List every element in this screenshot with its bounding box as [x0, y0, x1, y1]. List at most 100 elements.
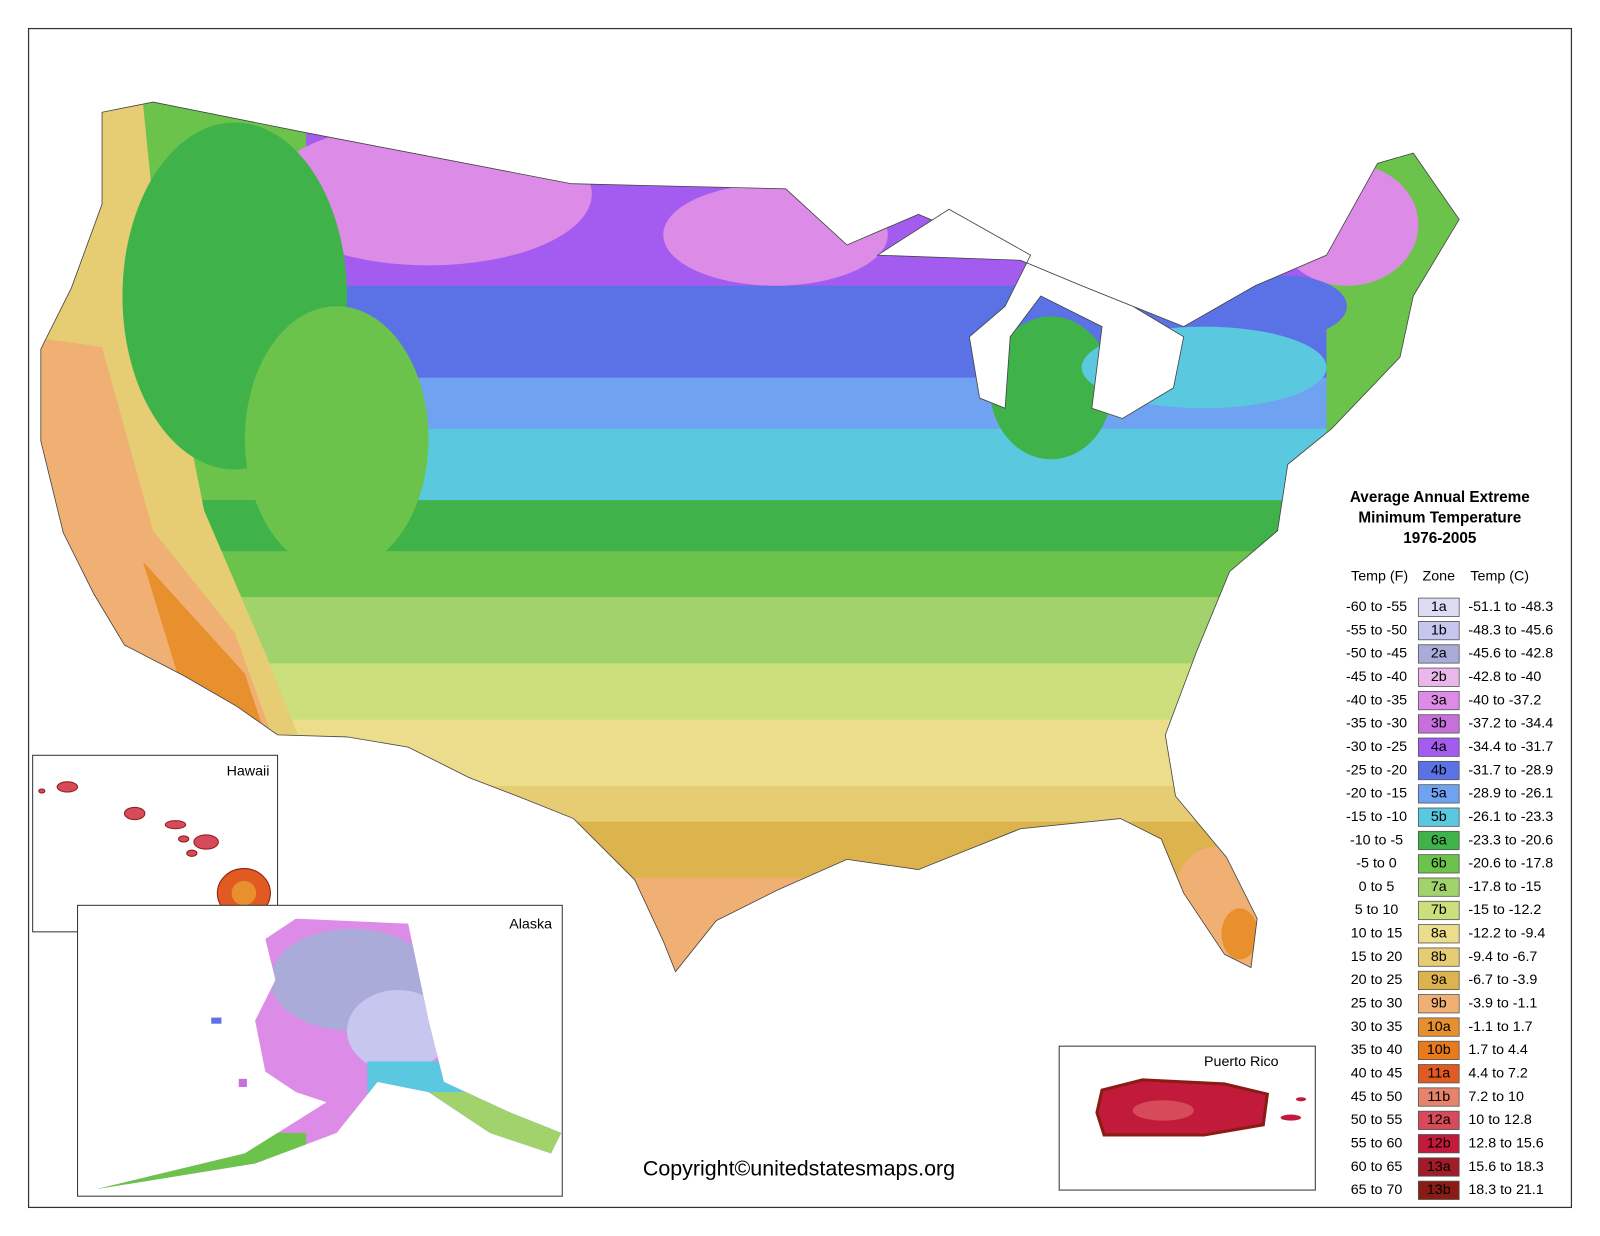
legend-temp-f: -35 to -30 [1346, 716, 1407, 732]
legend-swatch [1417, 877, 1460, 897]
legend-zone: 8a [1431, 926, 1447, 942]
legend-temp-f: -40 to -35 [1346, 692, 1407, 708]
puerto-rico-island [1280, 1114, 1302, 1121]
legend-swatch [1417, 807, 1460, 827]
legend-temp-c: -1.1 to 1.7 [1468, 1019, 1532, 1035]
legend-column-header: Temp (C) [1470, 568, 1529, 584]
legend-zone: 3b [1431, 716, 1447, 732]
legend-column-header: Temp (F) [1351, 568, 1408, 584]
legend-temp-f: 40 to 45 [1351, 1065, 1403, 1081]
legend-temp-f: 25 to 30 [1351, 996, 1403, 1012]
legend-temp-c: -17.8 to -15 [1468, 879, 1541, 895]
inset-label: Hawaii [227, 763, 270, 779]
legend-temp-c: -20.6 to -17.8 [1468, 856, 1553, 872]
legend-swatch [1417, 1087, 1460, 1107]
legend-temp-f: -50 to -45 [1346, 646, 1407, 662]
legend-temp-f: -55 to -50 [1346, 622, 1407, 638]
legend-temp-c: -23.3 to -20.6 [1468, 832, 1553, 848]
legend-zone: 4a [1431, 739, 1447, 755]
legend-temp-c: 18.3 to 21.1 [1468, 1182, 1543, 1198]
legend-temp-c: -26.1 to -23.3 [1468, 809, 1553, 825]
legend-zone: 9a [1431, 972, 1447, 988]
puerto-rico-zone [1132, 1100, 1194, 1121]
legend-swatch [1417, 1110, 1460, 1130]
legend-column-header: Zone [1423, 568, 1456, 584]
legend-title: Average Annual Extreme [1350, 489, 1530, 506]
legend-swatch [1417, 854, 1460, 874]
legend-zone: 3a [1431, 692, 1447, 708]
legend-zone: 1a [1431, 599, 1447, 615]
legend-temp-c: -42.8 to -40 [1468, 669, 1541, 685]
legend-zone: 7b [1431, 902, 1447, 918]
inset-label: Alaska [509, 916, 552, 932]
legend-title: Minimum Temperature [1358, 510, 1521, 527]
legend-swatch [1417, 1040, 1460, 1060]
alaska-island [211, 1017, 222, 1024]
legend-zone: 10b [1427, 1042, 1451, 1058]
legend-temp-c: -37.2 to -34.4 [1468, 716, 1553, 732]
legend-zone: 11b [1427, 1089, 1450, 1105]
legend-temp-f: -5 to 0 [1356, 856, 1397, 872]
legend-temp-c: 15.6 to 18.3 [1468, 1159, 1543, 1175]
legend-temp-c: -40 to -37.2 [1468, 692, 1541, 708]
legend-zone: 4b [1431, 762, 1447, 778]
legend-zone: 11a [1427, 1065, 1450, 1081]
legend-temp-c: -48.3 to -45.6 [1468, 622, 1553, 638]
legend-temp-c: 1.7 to 4.4 [1468, 1042, 1528, 1058]
copyright: Copyright©unitedstatesmaps.org [643, 1156, 955, 1180]
legend-zone: 2a [1431, 646, 1447, 662]
legend-swatch [1417, 597, 1460, 617]
legend-swatch [1417, 667, 1460, 687]
legend-temp-c: -51.1 to -48.3 [1468, 599, 1553, 615]
legend-temp-f: -60 to -55 [1346, 599, 1407, 615]
legend-temp-f: 35 to 40 [1351, 1042, 1403, 1058]
legend-zone: 5b [1431, 809, 1447, 825]
legend-swatch [1417, 1017, 1460, 1037]
legend-temp-c: -12.2 to -9.4 [1468, 926, 1545, 942]
legend-temp-c: 10 to 12.8 [1468, 1112, 1532, 1128]
legend-swatch [1417, 1157, 1460, 1177]
legend-temp-c: -6.7 to -3.9 [1468, 972, 1537, 988]
legend-swatch [1417, 690, 1460, 711]
legend-zone: 6a [1431, 832, 1447, 848]
legend-swatch [1417, 924, 1460, 944]
legend-swatch [1417, 1180, 1460, 1200]
legend-swatch [1417, 1134, 1460, 1154]
legend-zone: 9b [1431, 996, 1447, 1012]
legend-zone: 12a [1427, 1112, 1451, 1128]
legend-swatch [1417, 900, 1460, 921]
legend-temp-c: -34.4 to -31.7 [1468, 739, 1553, 755]
legend-zone: 8b [1431, 949, 1447, 965]
legend-temp-f: 10 to 15 [1351, 926, 1403, 942]
legend-temp-c: -15 to -12.2 [1468, 902, 1541, 918]
legend-temp-c: -28.9 to -26.1 [1468, 786, 1553, 802]
legend-temp-f: -25 to -20 [1346, 762, 1407, 778]
legend-temp-c: 12.8 to 15.6 [1468, 1135, 1543, 1151]
puerto-rico-island [1295, 1097, 1307, 1102]
legend-temp-c: -3.9 to -1.1 [1468, 996, 1537, 1012]
legend-temp-f: 60 to 65 [1351, 1159, 1403, 1175]
legend-zone: 13b [1427, 1182, 1451, 1198]
legend-zone: 12b [1427, 1135, 1451, 1151]
legend-zone: 5a [1431, 786, 1447, 802]
legend-temp-c: 7.2 to 10 [1468, 1089, 1524, 1105]
legend-zone: 7a [1431, 879, 1447, 895]
legend-swatch [1417, 760, 1460, 781]
legend: Average Annual Extreme Minimum Temperatur… [1346, 489, 1553, 1200]
legend-swatch [1417, 947, 1460, 967]
legend-temp-f: -15 to -10 [1346, 809, 1407, 825]
legend-zone: 1b [1431, 622, 1447, 638]
legend-zone: 6b [1431, 856, 1447, 872]
legend-temp-f: 30 to 35 [1351, 1019, 1403, 1035]
legend-swatch [1417, 644, 1460, 664]
inset-label: Puerto Rico [1204, 1054, 1279, 1070]
great-lakes [876, 208, 1185, 419]
legend-swatch [1417, 1064, 1460, 1084]
legend-temp-f: 15 to 20 [1351, 949, 1403, 965]
alaska-island [238, 1078, 247, 1087]
legend-temp-f: 45 to 50 [1351, 1089, 1403, 1105]
legend-temp-f: -30 to -25 [1346, 739, 1407, 755]
legend-title: 1976-2005 [1403, 530, 1477, 547]
legend-temp-f: -10 to -5 [1350, 832, 1403, 848]
